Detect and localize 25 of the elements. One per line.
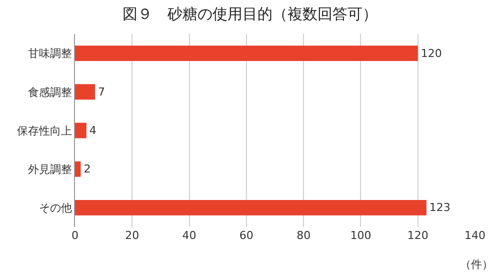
x-tick-label: 120 <box>407 229 428 242</box>
bar <box>75 122 86 138</box>
y-tick-label: 保存性向上 <box>16 124 72 138</box>
x-tick-label: 20 <box>125 229 140 242</box>
x-axis-title: （件） <box>460 258 493 271</box>
x-tick-label: 0 <box>72 229 78 242</box>
data-label: 2 <box>84 162 91 176</box>
chart-title: 図９ 砂糖の使用目的（複数回答可） <box>122 4 378 23</box>
bar <box>75 84 95 100</box>
x-tick-label: 100 <box>350 229 372 242</box>
data-label: 120 <box>420 46 442 60</box>
bar <box>75 200 426 216</box>
data-label: 4 <box>89 124 96 137</box>
x-tick-label: 60 <box>239 229 254 242</box>
y-tick-label: 甘味調整 <box>28 47 72 60</box>
bar <box>75 161 81 177</box>
y-tick-label: 食感調整 <box>28 86 72 99</box>
x-tick-label: 80 <box>296 229 311 242</box>
data-label: 7 <box>98 85 105 98</box>
y-tick-label: 外見調整 <box>28 162 72 176</box>
y-tick-label: その他 <box>38 202 72 215</box>
bar <box>75 46 418 62</box>
x-tick-label: 40 <box>182 229 196 242</box>
x-tick-label: 140 <box>464 229 486 242</box>
data-label: 123 <box>429 201 450 214</box>
